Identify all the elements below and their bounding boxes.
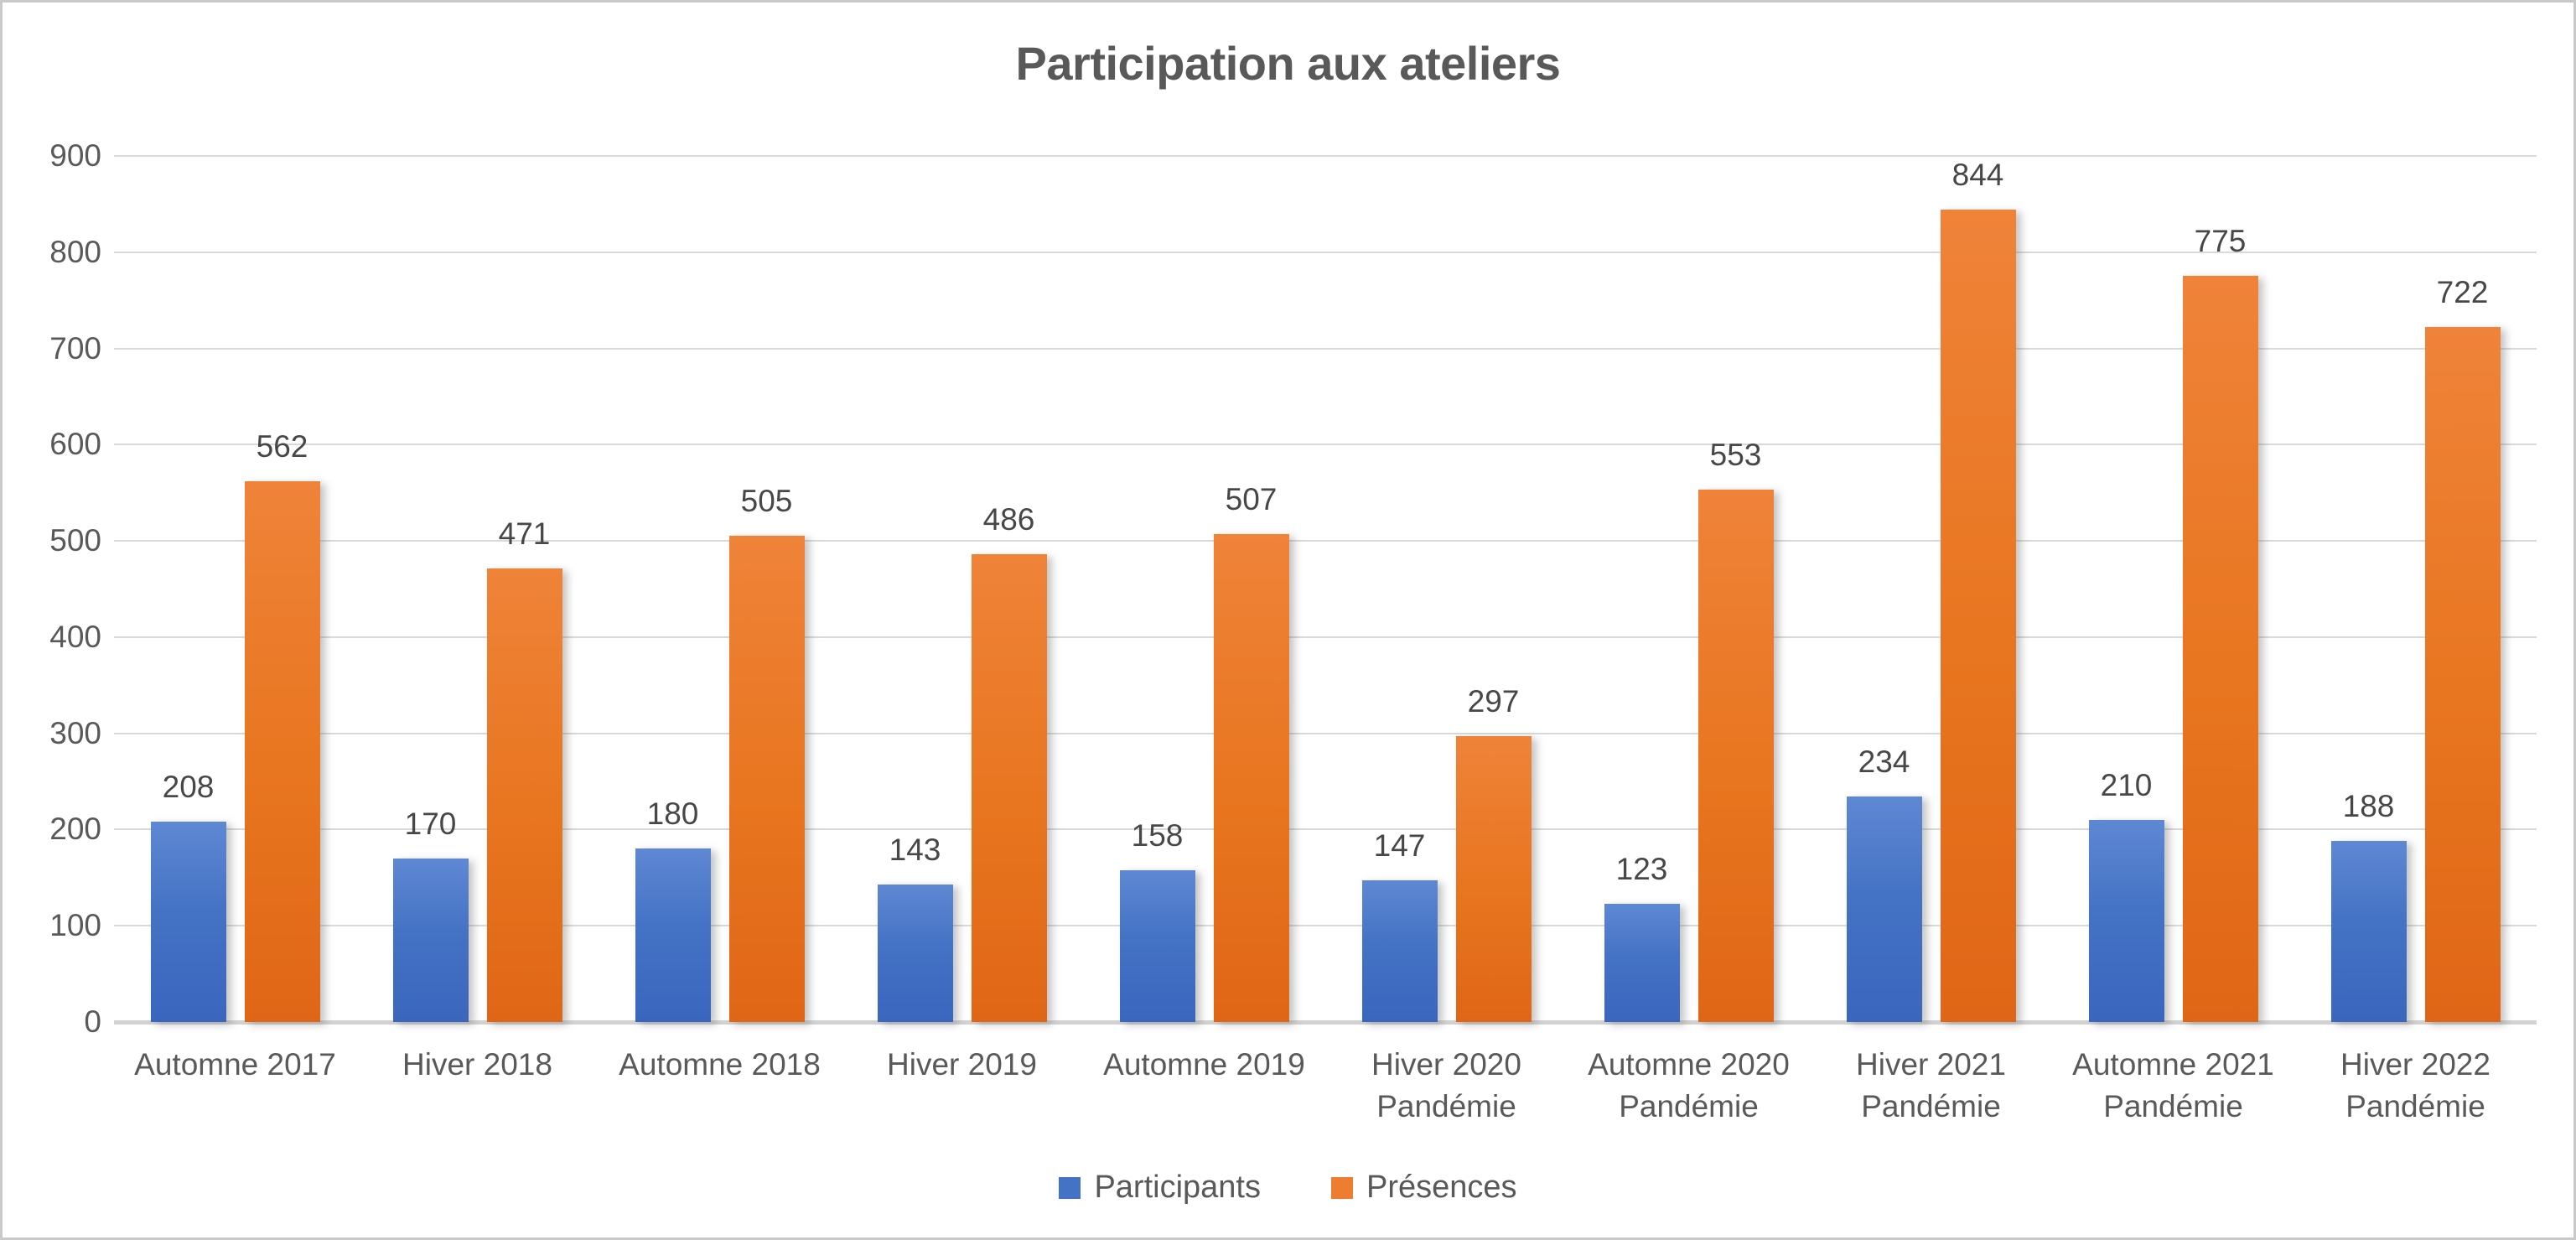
x-axis-category-label: Hiver 2021 Pandémie: [1806, 1044, 2057, 1128]
data-label-participants: 234: [1858, 745, 1910, 779]
category-label-line1: Hiver 2020: [1371, 1047, 1521, 1082]
data-label-participants: 188: [2342, 789, 2395, 823]
x-axis-line: [114, 1020, 2537, 1025]
data-label-présences: 486: [982, 502, 1035, 537]
gridline: [114, 347, 2537, 350]
legend-item-présences: Présences: [1331, 1170, 1517, 1206]
category-label-line1: Hiver 2018: [402, 1047, 552, 1082]
x-axis-category-label: Automne 2020 Pandémie: [1563, 1044, 1815, 1128]
bar-présences: [486, 568, 562, 1022]
gridline: [114, 540, 2537, 542]
bar-présences: [244, 481, 320, 1022]
bar-participants: [392, 859, 469, 1022]
category-label-line1: Hiver 2019: [887, 1047, 1037, 1082]
gridline: [114, 155, 2537, 157]
bar-présences: [1697, 490, 1774, 1022]
legend-label: Participants: [1094, 1170, 1261, 1205]
x-axis-category-label: Automne 2017: [110, 1044, 361, 1086]
y-axis-tick-label: 200: [49, 812, 101, 847]
data-label-présences: 297: [1467, 684, 1520, 719]
y-axis-tick-label: 0: [84, 1004, 101, 1039]
y-axis-tick-label: 500: [49, 523, 101, 558]
data-label-participants: 158: [1131, 818, 1184, 853]
legend-swatch-participants: [1059, 1176, 1081, 1199]
legend-label: Présences: [1366, 1170, 1517, 1205]
data-label-participants: 143: [889, 833, 941, 867]
data-label-participants: 123: [1615, 852, 1668, 886]
bar-présences: [1213, 534, 1289, 1022]
data-label-présences: 507: [1225, 482, 1278, 516]
x-axis-category-label: Automne 2018: [594, 1044, 846, 1086]
bar-participants: [2330, 841, 2407, 1022]
bar-présences: [1940, 210, 2016, 1022]
legend: Participants Présences: [3, 1170, 2573, 1206]
bar-participants: [2088, 820, 2164, 1022]
bar-présences: [728, 536, 805, 1022]
legend-item-participants: Participants: [1059, 1170, 1261, 1206]
bar-présences: [1455, 736, 1532, 1022]
bar-participants: [1361, 880, 1438, 1022]
category-label-line2: Pandémie: [2103, 1089, 2243, 1123]
bar-présences: [2182, 276, 2258, 1022]
gridline: [114, 828, 2537, 831]
bar-présences: [2424, 327, 2501, 1022]
data-label-présences: 505: [740, 484, 793, 518]
category-label-line2: Pandémie: [2345, 1089, 2485, 1123]
category-label-line1: Automne 2021: [2072, 1047, 2274, 1082]
y-axis-tick-label: 700: [49, 330, 101, 366]
y-axis-tick-label: 600: [49, 427, 101, 462]
gridline: [114, 251, 2537, 253]
x-axis-category-label: Automne 2021 Pandémie: [2048, 1044, 2299, 1128]
data-label-présences: 471: [498, 516, 551, 551]
category-label-line1: Automne 2017: [134, 1047, 336, 1082]
category-label-line1: Automne 2020: [1588, 1047, 1790, 1082]
gridline: [114, 636, 2537, 638]
x-axis-category-label: Hiver 2022 Pandémie: [2290, 1044, 2542, 1128]
data-label-présences: 562: [256, 429, 308, 464]
bar-participants: [150, 822, 226, 1022]
data-label-participants: 147: [1373, 828, 1426, 863]
category-label-line2: Pandémie: [1376, 1089, 1516, 1123]
data-label-présences: 722: [2436, 275, 2489, 309]
category-label-line1: Automne 2019: [1103, 1047, 1305, 1082]
data-label-présences: 775: [2194, 224, 2247, 258]
gridline: [114, 732, 2537, 734]
data-label-présences: 844: [1951, 158, 2004, 192]
y-axis-tick-label: 400: [49, 619, 101, 654]
category-label-line1: Hiver 2021: [1856, 1047, 2006, 1082]
gridline: [114, 925, 2537, 927]
y-axis-tick-label: 300: [49, 715, 101, 750]
x-axis-category-label: Automne 2019: [1079, 1044, 1330, 1086]
y-axis-tick-label: 900: [49, 138, 101, 173]
x-axis-category-label: Hiver 2020 Pandémie: [1321, 1044, 1573, 1128]
category-label-line2: Pandémie: [1619, 1089, 1759, 1123]
bar-participants: [1119, 870, 1195, 1022]
data-label-participants: 170: [404, 807, 457, 841]
legend-swatch-présences: [1331, 1176, 1353, 1199]
gridline: [114, 444, 2537, 446]
bar-participants: [1846, 796, 1922, 1022]
data-label-participants: 210: [2100, 768, 2153, 802]
y-axis-tick-label: 100: [49, 908, 101, 943]
bar-participants: [1604, 904, 1680, 1022]
bar-participants: [877, 885, 953, 1022]
bar-présences: [971, 554, 1047, 1022]
data-label-présences: 553: [1709, 438, 1762, 472]
category-label-line1: Automne 2018: [619, 1047, 821, 1082]
bar-participants: [635, 848, 711, 1022]
chart-title: Participation aux ateliers: [1015, 37, 1561, 90]
category-label-line2: Pandémie: [1861, 1089, 2001, 1123]
data-label-participants: 208: [162, 770, 215, 804]
y-axis-tick-label: 800: [49, 234, 101, 269]
x-axis-category-label: Hiver 2019: [837, 1044, 1088, 1086]
data-label-participants: 180: [646, 796, 699, 831]
category-label-line1: Hiver 2022: [2340, 1047, 2490, 1082]
x-axis-category-label: Hiver 2018: [352, 1044, 604, 1086]
